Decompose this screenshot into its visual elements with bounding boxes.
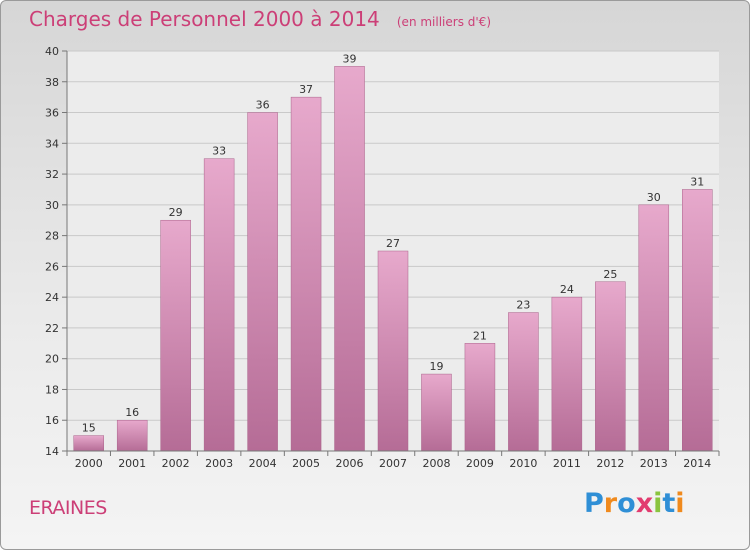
title-row: Charges de Personnel 2000 à 2014 (en mil… <box>29 7 491 31</box>
bar-2008 <box>421 373 452 452</box>
x-tick-label-2012: 2012 <box>596 457 624 470</box>
data-label-2005: 37 <box>299 83 313 96</box>
axes: 14 16 18 20 22 24 26 28 30 32 34 36 38 40 2000 2001 2002… <box>45 45 720 470</box>
logo-letter: P <box>584 488 604 519</box>
data-label-2001: 16 <box>125 406 139 419</box>
data-label-2011: 24 <box>560 283 574 296</box>
bar-2001 <box>116 419 148 452</box>
bar-2000 <box>73 435 104 452</box>
chart-title: Charges de Personnel 2000 à 2014 <box>29 7 380 31</box>
data-label-2010: 23 <box>516 299 530 312</box>
bar-2009 <box>464 343 496 452</box>
x-tick-label-2008: 2008 <box>422 457 450 470</box>
x-tick-label-2010: 2010 <box>509 457 537 470</box>
bar-2007 <box>377 250 409 452</box>
y-tick-label: 18 <box>45 383 59 396</box>
logo-letter: i <box>675 488 685 519</box>
bars: 15 16 29 33 36 37 39 27 19 21 23 24 25 30 31 <box>73 52 713 452</box>
chart-subtitle: (en milliers d'€) <box>396 15 491 29</box>
data-label-2002: 29 <box>169 206 183 219</box>
logo-letter: x <box>635 488 654 519</box>
data-label-2006: 39 <box>343 52 357 65</box>
data-label-2000: 15 <box>82 422 96 435</box>
bar-2013 <box>638 204 670 452</box>
y-tick-label: 34 <box>45 137 59 150</box>
data-label-2004: 36 <box>256 99 270 112</box>
y-tick-label: 30 <box>45 199 59 212</box>
x-tick-label-2011: 2011 <box>553 457 581 470</box>
x-tick-label-2006: 2006 <box>336 457 364 470</box>
logo-letter: r <box>603 488 618 519</box>
data-label-2009: 21 <box>473 329 487 342</box>
commune-name: ERAINES <box>29 497 107 519</box>
y-tick-label: 32 <box>45 168 59 181</box>
data-label-2008: 19 <box>429 360 443 373</box>
x-tick-label-2009: 2009 <box>466 457 494 470</box>
x-tick-label-2002: 2002 <box>162 457 190 470</box>
bar-2003 <box>203 158 235 452</box>
y-tick-label: 14 <box>45 445 59 458</box>
bar-2010 <box>508 312 539 452</box>
proxiti-logo: Proxiti <box>584 488 685 519</box>
x-tick-label-2004: 2004 <box>249 457 277 470</box>
bar-2004 <box>247 112 278 452</box>
logo-letter: i <box>653 488 663 519</box>
bar-2002 <box>160 219 191 452</box>
bar-2014 <box>682 189 713 452</box>
bar-2006 <box>334 66 365 452</box>
y-tick-label: 36 <box>45 107 59 120</box>
x-tick-label-2001: 2001 <box>118 457 146 470</box>
bar-2005 <box>290 96 322 452</box>
x-tick-label-2014: 2014 <box>683 457 711 470</box>
x-tick-label-2005: 2005 <box>292 457 320 470</box>
x-tick-label-2013: 2013 <box>640 457 668 470</box>
data-label-2012: 25 <box>603 268 617 281</box>
logo-letter: o <box>617 488 636 519</box>
x-tick-label-2000: 2000 <box>75 457 103 470</box>
y-tick-label: 16 <box>45 414 59 427</box>
x-tick-label-2003: 2003 <box>205 457 233 470</box>
y-tick-label: 24 <box>45 291 59 304</box>
data-label-2014: 31 <box>690 175 704 188</box>
data-label-2007: 27 <box>386 237 400 250</box>
y-tick-label: 22 <box>45 322 59 335</box>
y-tick-label: 20 <box>45 353 59 366</box>
y-tick-label: 40 <box>45 45 59 58</box>
y-tick-label: 28 <box>45 230 59 243</box>
y-tick-label: 26 <box>45 260 59 273</box>
bar-2011 <box>551 296 583 452</box>
logo-letter: t <box>662 488 676 519</box>
data-label-2013: 30 <box>647 191 661 204</box>
y-tick-label: 38 <box>45 76 59 89</box>
data-label-2003: 33 <box>212 145 226 158</box>
x-tick-label-2007: 2007 <box>379 457 407 470</box>
bar-2012 <box>595 281 626 452</box>
